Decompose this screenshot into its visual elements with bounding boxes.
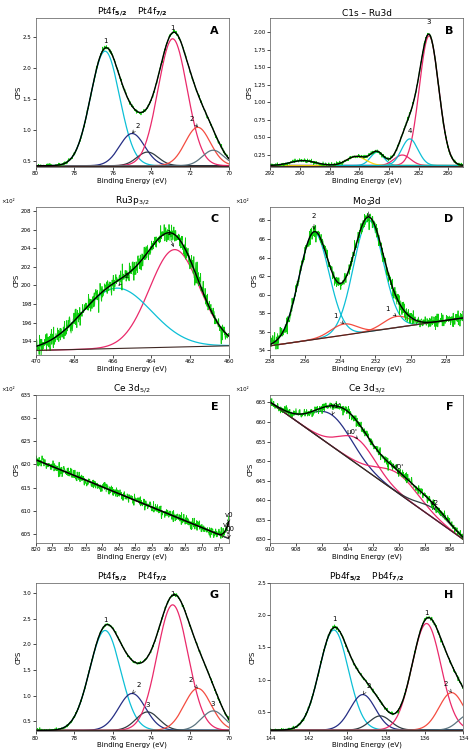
Text: 2: 2 (132, 682, 141, 693)
Text: B: B (445, 26, 454, 35)
X-axis label: Binding Energy (eV): Binding Energy (eV) (97, 366, 167, 372)
Text: ×10²: ×10² (1, 387, 15, 391)
Text: 2: 2 (190, 116, 197, 127)
Y-axis label: CPS: CPS (15, 86, 21, 100)
Text: D: D (444, 214, 454, 224)
Text: C: C (211, 214, 219, 224)
Y-axis label: CPS: CPS (248, 462, 254, 476)
Text: E: E (211, 402, 219, 412)
X-axis label: Binding Energy (eV): Binding Energy (eV) (97, 553, 167, 560)
Text: 2: 2 (366, 201, 371, 217)
Text: 3: 3 (211, 701, 215, 707)
X-axis label: Binding Energy (eV): Binding Energy (eV) (332, 177, 401, 184)
Text: F: F (446, 402, 454, 412)
Text: 4: 4 (408, 128, 412, 134)
Text: 2: 2 (189, 677, 198, 688)
Text: ×10²: ×10² (1, 198, 15, 204)
Text: ×10²: ×10² (236, 387, 249, 391)
Text: 1: 1 (170, 26, 175, 32)
Text: 1: 1 (333, 314, 344, 323)
Text: 1: 1 (103, 617, 108, 623)
X-axis label: Binding Energy (eV): Binding Energy (eV) (332, 366, 401, 372)
Title: Mo 3d: Mo 3d (353, 197, 381, 206)
Text: G: G (210, 590, 219, 600)
Text: v1: v1 (223, 522, 231, 534)
Title: Pb4f$_{{\mathbf{5/2}}}$    Pb4f$_{{\mathbf{7/2}}}$: Pb4f$_{{\mathbf{5/2}}}$ Pb4f$_{{\mathbf{… (329, 570, 404, 583)
Text: v0: v0 (224, 513, 233, 523)
Text: 1: 1 (424, 610, 428, 616)
Y-axis label: CPS: CPS (246, 86, 252, 100)
Title: Ru3p$_{3/2}$: Ru3p$_{3/2}$ (115, 194, 149, 207)
Text: u0': u0' (346, 428, 357, 439)
Text: V2: V2 (430, 501, 439, 509)
Text: 3: 3 (145, 702, 150, 708)
Text: V0': V0' (393, 464, 404, 474)
Text: 2: 2 (312, 213, 316, 229)
Text: A: A (210, 26, 219, 35)
Title: Ce 3d$_{5/2}$: Ce 3d$_{5/2}$ (113, 382, 151, 394)
Text: 3: 3 (427, 20, 431, 26)
X-axis label: Binding Energy (eV): Binding Energy (eV) (97, 177, 167, 184)
Text: 2: 2 (133, 123, 140, 133)
Text: 2: 2 (363, 683, 371, 694)
Text: u0: u0 (226, 526, 235, 538)
Text: H: H (444, 590, 454, 600)
Text: 1: 1 (103, 38, 108, 44)
Title: Pt4f$_{{\mathbf{5/2}}}$    Pt4f$_{{\mathbf{7/2}}}$: Pt4f$_{{\mathbf{5/2}}}$ Pt4f$_{{\mathbf{… (97, 570, 167, 583)
X-axis label: Binding Energy (eV): Binding Energy (eV) (332, 553, 401, 560)
X-axis label: Binding Energy (eV): Binding Energy (eV) (332, 742, 401, 749)
Text: 2: 2 (119, 273, 128, 286)
Text: 2: 2 (444, 682, 452, 692)
Y-axis label: CPS: CPS (15, 651, 21, 664)
Y-axis label: CPS: CPS (250, 651, 256, 664)
Text: ×10²: ×10² (236, 198, 249, 204)
Y-axis label: CPS: CPS (14, 462, 19, 476)
Y-axis label: CPS: CPS (252, 274, 258, 287)
Text: v1': v1' (331, 403, 341, 415)
Text: 1: 1 (170, 591, 175, 597)
Title: C1s – Ru3d: C1s – Ru3d (342, 8, 392, 17)
Title: Pt4f$_{{\mathbf{5/2}}}$    Pt4f$_{{\mathbf{7/2}}}$: Pt4f$_{{\mathbf{5/2}}}$ Pt4f$_{{\mathbf{… (97, 5, 167, 18)
X-axis label: Binding Energy (eV): Binding Energy (eV) (97, 742, 167, 749)
Text: 1: 1 (385, 306, 396, 316)
Y-axis label: CPS: CPS (14, 274, 19, 287)
Text: 1: 1 (166, 230, 174, 247)
Title: Ce 3d$_{3/2}$: Ce 3d$_{3/2}$ (348, 382, 385, 394)
Text: 1: 1 (332, 616, 336, 622)
